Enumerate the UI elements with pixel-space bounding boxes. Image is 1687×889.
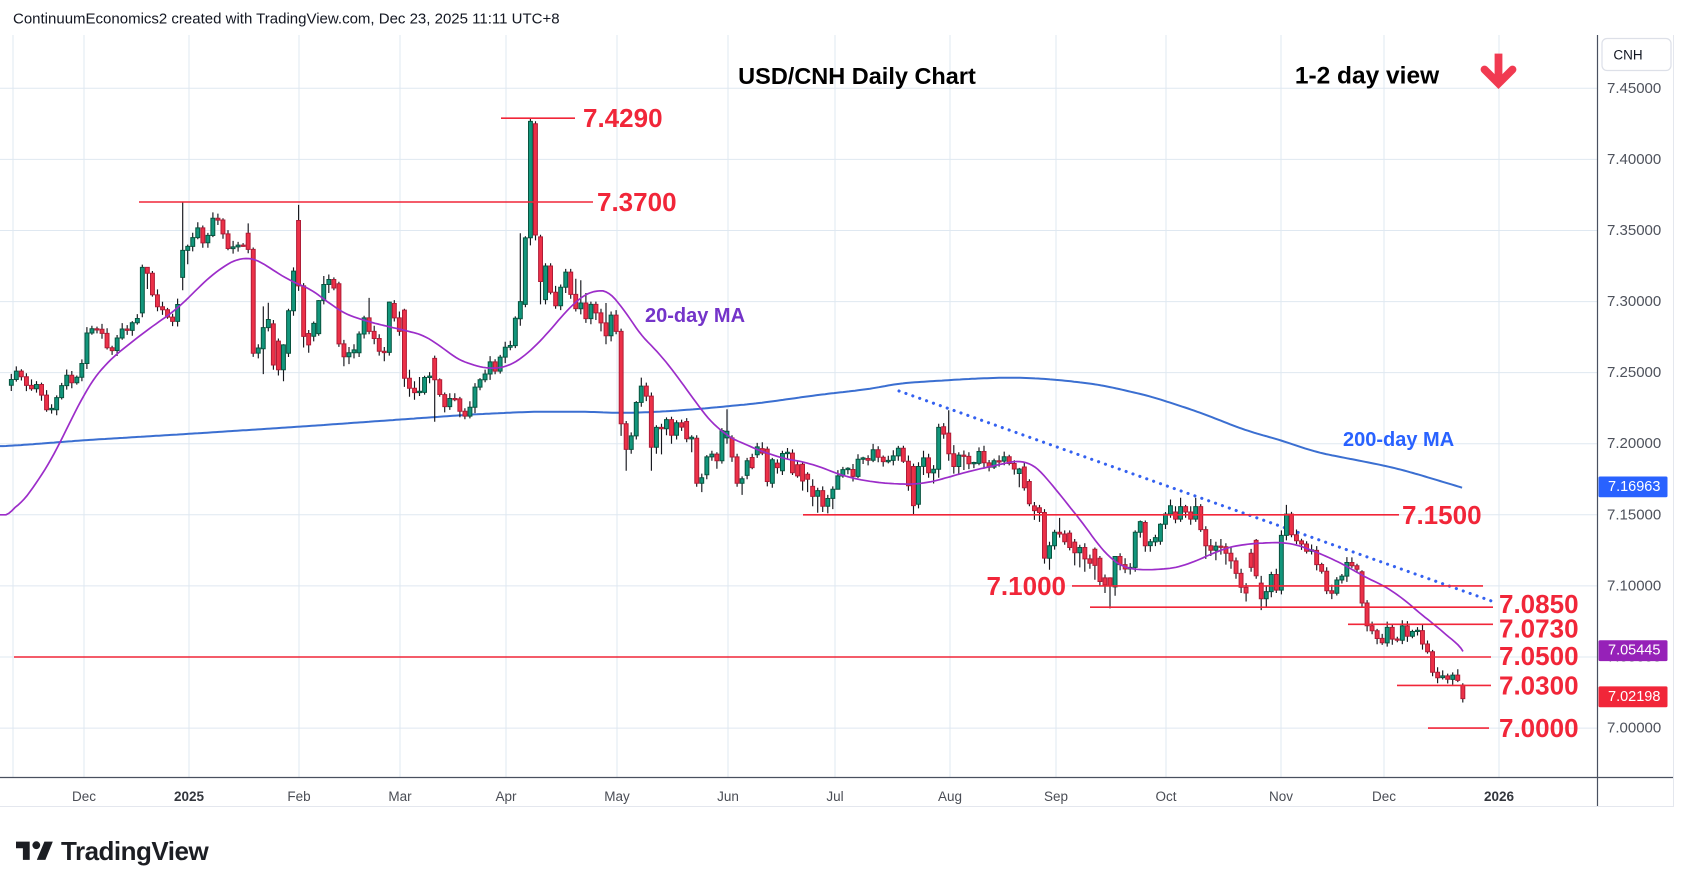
svg-text:7.3700: 7.3700: [597, 187, 677, 217]
svg-text:Oct: Oct: [1155, 789, 1176, 804]
svg-text:7.05445: 7.05445: [1608, 643, 1660, 659]
svg-text:7.20000: 7.20000: [1607, 435, 1661, 452]
svg-text:7.0730: 7.0730: [1499, 613, 1579, 643]
svg-text:7.25000: 7.25000: [1607, 364, 1661, 381]
svg-text:Dec: Dec: [72, 789, 96, 804]
svg-text:20-day MA: 20-day MA: [645, 305, 745, 327]
svg-text:CNH: CNH: [1613, 48, 1642, 63]
svg-text:Feb: Feb: [287, 789, 310, 804]
svg-text:7.0850: 7.0850: [1499, 589, 1579, 619]
svg-text:7.35000: 7.35000: [1607, 222, 1661, 239]
svg-text:Aug: Aug: [938, 789, 962, 804]
svg-text:Jul: Jul: [826, 789, 843, 804]
svg-text:2026: 2026: [1484, 789, 1515, 804]
svg-text:7.1500: 7.1500: [1402, 500, 1482, 530]
svg-text:TradingView: TradingView: [61, 836, 209, 866]
svg-text:Jun: Jun: [717, 789, 739, 804]
svg-text:7.00000: 7.00000: [1607, 720, 1661, 737]
svg-text:2025: 2025: [174, 789, 205, 804]
svg-text:200-day MA: 200-day MA: [1343, 429, 1454, 451]
svg-text:7.45000: 7.45000: [1607, 80, 1661, 97]
svg-text:May: May: [604, 789, 630, 804]
svg-text:Sep: Sep: [1044, 789, 1068, 804]
svg-text:ContinuumEconomics2 created wi: ContinuumEconomics2 created with Trading…: [13, 11, 560, 28]
svg-text:Dec: Dec: [1372, 789, 1396, 804]
svg-text:7.4290: 7.4290: [583, 103, 663, 133]
svg-text:7.1000: 7.1000: [986, 571, 1066, 601]
svg-text:7.10000: 7.10000: [1607, 577, 1661, 594]
svg-text:7.15000: 7.15000: [1607, 506, 1661, 523]
svg-text:1-2 day view: 1-2 day view: [1295, 63, 1440, 90]
svg-text:USD/CNH Daily Chart: USD/CNH Daily Chart: [738, 63, 976, 89]
svg-text:Nov: Nov: [1269, 789, 1293, 804]
svg-text:7.0300: 7.0300: [1499, 670, 1579, 700]
svg-text:7.40000: 7.40000: [1607, 151, 1661, 168]
svg-text:Apr: Apr: [495, 789, 517, 804]
svg-text:7.0000: 7.0000: [1499, 713, 1579, 743]
svg-text:7.16963: 7.16963: [1608, 479, 1660, 495]
svg-text:7.30000: 7.30000: [1607, 293, 1661, 310]
svg-text:7.02198: 7.02198: [1608, 689, 1660, 705]
svg-text:Mar: Mar: [388, 789, 412, 804]
svg-text:7.0500: 7.0500: [1499, 641, 1579, 671]
